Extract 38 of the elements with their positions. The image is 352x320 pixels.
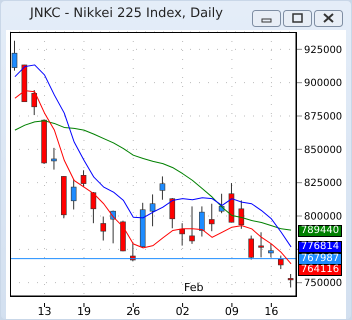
y-tick-label: 875000 — [304, 112, 342, 123]
candlestick — [238, 200, 244, 230]
y-tick-label: 925000 — [304, 44, 342, 56]
ref-line-label: 767987 — [298, 253, 342, 266]
y-tick-label: 850000 — [304, 144, 342, 156]
x-tick-label: 26 — [126, 305, 140, 318]
chart-title: JNKC - Nikkei 225 Index, Daily — [30, 6, 223, 21]
annotation: Feb — [184, 281, 204, 294]
candlestick — [278, 255, 284, 270]
candlestick — [189, 206, 195, 244]
candlestick — [248, 235, 254, 260]
x-tick-label: 16 — [264, 305, 278, 318]
candlestick — [199, 206, 205, 238]
data-label: 764116 — [298, 264, 342, 276]
candlestick — [208, 203, 215, 232]
candlestick — [90, 192, 96, 224]
x-tick-label: 13 — [38, 305, 52, 318]
candlestick — [80, 170, 86, 188]
data-label: 776814 — [298, 241, 342, 254]
candlestick — [288, 274, 294, 288]
x-tick-label: 19 — [76, 305, 91, 318]
x-tick-label: 02 — [176, 305, 190, 318]
candlestick — [12, 40, 18, 72]
candlestick — [70, 178, 76, 210]
candlestick — [258, 232, 264, 258]
y-tick-label: 800000 — [304, 212, 342, 223]
x-tick-label: 09 — [224, 305, 239, 318]
y-tick-label: 825000 — [304, 178, 342, 190]
line-series — [14, 64, 292, 248]
candlestick — [51, 147, 57, 170]
candlestick — [150, 194, 156, 227]
y-tick-label: 900000 — [304, 78, 342, 90]
y-tick-label: 750000 — [304, 278, 342, 290]
candlestick — [100, 216, 106, 242]
line-series — [14, 120, 292, 231]
candlestick — [169, 198, 176, 229]
data-label: 789440 — [298, 224, 342, 237]
candlestick — [160, 176, 166, 200]
